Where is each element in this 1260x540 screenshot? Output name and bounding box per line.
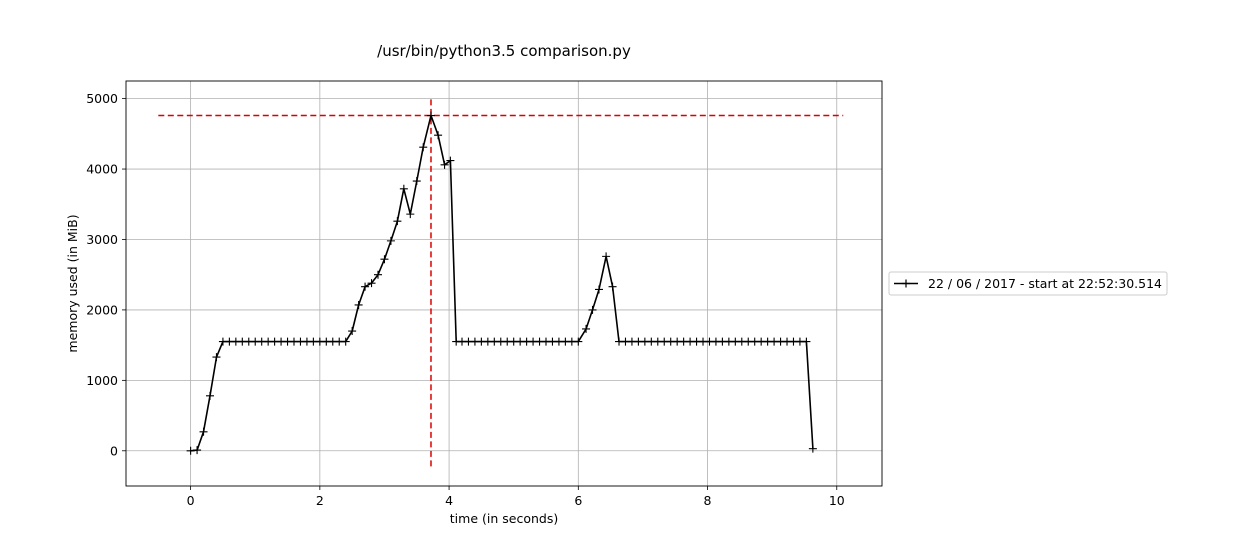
data-point-marker [602,252,611,261]
legend-box [888,271,1168,296]
data-point-marker [588,305,597,314]
data-point-marker [386,236,395,245]
data-point-marker [426,111,435,120]
y-axis-ticks: 0 1000 2000 3000 4000 5000 [86,91,126,458]
data-point-marker [374,270,382,279]
x-tick-label: 6 [574,493,582,508]
y-tick-label: 1000 [86,373,118,388]
data-point-marker [802,337,811,346]
y-tick-label: 5000 [86,91,118,106]
data-point-marker [367,279,376,288]
data-point-marker [574,337,583,346]
data-point-marker [582,324,591,333]
y-tick-label: 2000 [86,302,118,317]
plot-frame [125,80,883,487]
data-point-marker [412,177,421,186]
x-axis-ticks: 0 2 4 6 8 10 [187,486,845,508]
data-point-marker [419,143,428,152]
data-point-marker [212,353,221,362]
data-point-marker [808,444,817,453]
x-tick-label: 10 [829,493,845,508]
legend-label: 22 / 06 / 2017 - start at 22:52:30.514 [928,276,1162,291]
legend: 22 / 06 / 2017 - start at 22:52:30.514 [888,271,1168,296]
data-point-marker [348,327,357,336]
x-tick-label: 4 [445,493,453,508]
data-point-marker [361,282,370,291]
data-point-marker [199,427,208,436]
data-point-marker [594,285,603,294]
legend-marker-sample [902,279,910,288]
y-axis-label: memory used (in MiB) [65,214,80,352]
data-point-marker [608,282,617,291]
reference-lines [158,99,844,467]
data-point-marker [341,337,350,346]
data-point-marker [393,217,402,226]
data-point-marker [434,131,443,140]
data-point-marker [446,156,455,165]
x-tick-label: 0 [187,493,195,508]
y-tick-label: 3000 [86,232,118,247]
data-point-marker [399,184,408,193]
y-tick-label: 4000 [86,162,118,177]
data-point-marker [206,391,214,400]
data-point-marker [186,446,195,455]
data-point-marker [406,210,415,219]
x-tick-label: 8 [704,493,712,508]
series-group [186,111,817,455]
data-point-marker [193,446,202,455]
x-axis-label: time (in seconds) [450,511,558,526]
grid-lines [126,81,882,486]
data-point-marker [380,255,389,264]
chart-title: /usr/bin/python3.5 comparison.py [377,42,631,60]
y-tick-label: 0 [110,443,118,458]
series-line [190,114,814,452]
data-point-marker [440,160,449,169]
x-tick-label: 2 [316,493,324,508]
data-point-marker [354,300,363,309]
